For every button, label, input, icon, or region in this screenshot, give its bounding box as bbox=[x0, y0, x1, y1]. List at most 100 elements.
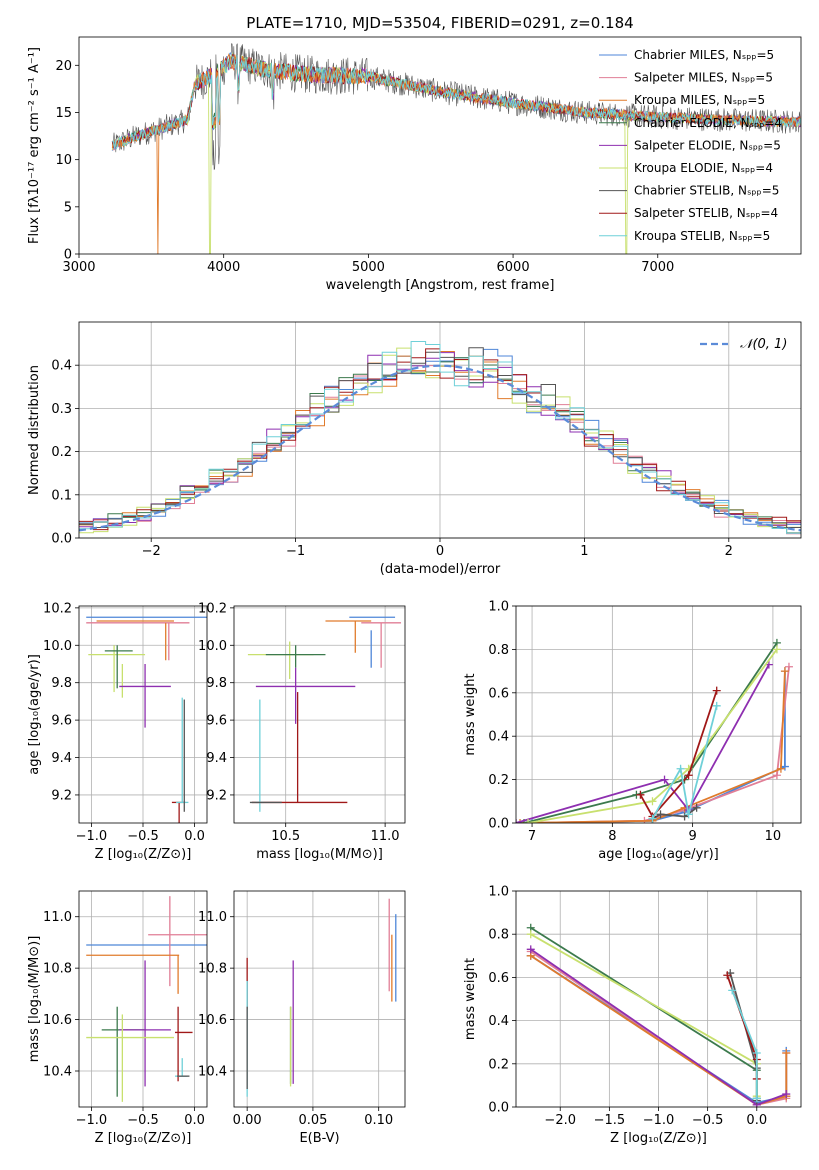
residuals-xlabel: (data-model)/error bbox=[380, 562, 501, 577]
spectrum-ylabel: Flux [fλ10⁻¹⁷ erg cm⁻² s⁻¹ A⁻¹] bbox=[27, 47, 42, 244]
mass-weight-vs-age-xtick-label: 9 bbox=[688, 829, 696, 844]
mass-weight-vs-age-ytick-label: 0.4 bbox=[488, 730, 509, 745]
mass-weight-vs-Z-xtick-label: −0.5 bbox=[692, 1113, 724, 1128]
mass-weight-vs-Z-ylabel: mass weight bbox=[463, 958, 478, 1040]
age-vs-mass-ytick-label: 9.6 bbox=[206, 714, 227, 729]
mass-weight-vs-Z-marker bbox=[782, 1090, 791, 1099]
mass-vs-Z-frame bbox=[78, 890, 208, 1108]
mass-weight-vs-age-panel: 7 8 9 10 0.0 0.2 0.4 0.6 0.8 1.0 age [log₁₀(age/yr… bbox=[463, 600, 802, 862]
residuals-panel: −2 −1 0 1 2 0.0 0.1 0.2 0.3 0.4 (data-model)/error… bbox=[27, 321, 802, 577]
mass-weight-vs-Z-panel: −2.0 −1.5 −1.0 −0.5 0.0 0.0 0.2 0.4 0.6 0.8 1.0 Z [… bbox=[463, 885, 802, 1146]
mass-weight-vs-Z-ytick-label: 0.6 bbox=[488, 971, 509, 986]
age-vs-Z-plot-area bbox=[86, 616, 207, 823]
residuals-ytick-label: 0.4 bbox=[51, 359, 72, 374]
spectrum-ytick-label: 15 bbox=[55, 106, 72, 121]
mass-vs-ebv-ytick-label: 11.0 bbox=[198, 910, 227, 925]
legend-entry-4: Chabrier ELODIE, Nₛₚₚ=4 bbox=[634, 116, 782, 130]
mass-vs-ebv-ytick-label: 10.4 bbox=[198, 1065, 227, 1080]
mass-vs-Z-xtick-label: −1.0 bbox=[76, 1113, 108, 1128]
mass-weight-vs-age-marker bbox=[524, 819, 533, 823]
residuals-frame bbox=[78, 321, 802, 539]
mass-weight-vs-age-marker bbox=[712, 701, 721, 710]
mass-weight-vs-age-marker bbox=[648, 797, 657, 806]
mass-vs-ebv-xtick-label: 0.10 bbox=[364, 1113, 393, 1128]
mass-weight-vs-age-marker bbox=[660, 775, 669, 784]
mass-weight-vs-Z-ytick-label: 0.8 bbox=[488, 928, 509, 943]
mass-weight-vs-age-ytick-label: 0.6 bbox=[488, 686, 509, 701]
mass-weight-vs-age-series-5 bbox=[516, 664, 770, 823]
mass-vs-Z-xtick-label: 0.0 bbox=[184, 1113, 205, 1128]
mass-weight-vs-age-series-2 bbox=[523, 666, 790, 823]
mass-weight-vs-age-marker bbox=[780, 667, 789, 676]
residuals-ylabel: Normed distribution bbox=[27, 365, 42, 495]
mass-vs-Z-xtick-label: −0.5 bbox=[127, 1113, 159, 1128]
mass-weight-vs-age-series-9 bbox=[651, 705, 718, 820]
legend-entry-1: Chabrier MILES, Nₛₚₚ=5 bbox=[634, 48, 774, 62]
mass-weight-vs-age-series-1 bbox=[532, 671, 786, 823]
residuals-plot-area bbox=[79, 341, 801, 535]
age-vs-mass-ytick-label: 9.2 bbox=[206, 788, 227, 803]
residuals-xtick-label: −2 bbox=[142, 544, 161, 559]
mass-weight-vs-age-marker bbox=[680, 812, 689, 821]
residuals-xtick-label: 0 bbox=[436, 544, 444, 559]
residuals-ytick-label: 0.2 bbox=[51, 445, 72, 460]
mass-weight-vs-Z-marker bbox=[752, 1094, 761, 1103]
mass-weight-vs-age-marker bbox=[712, 686, 721, 695]
age-vs-mass-plot-area bbox=[247, 616, 402, 812]
mass-weight-vs-age-marker bbox=[780, 762, 789, 771]
residuals-ytick-label: 0.0 bbox=[51, 532, 72, 547]
mass-weight-vs-Z-xtick-label: −1.0 bbox=[643, 1113, 675, 1128]
mass-weight-vs-Z-marker bbox=[782, 1049, 791, 1057]
residuals-xtick-label: 2 bbox=[725, 544, 733, 559]
mass-weight-vs-age-marker bbox=[656, 810, 665, 819]
mass-weight-vs-Z-xtick-label: 0.0 bbox=[746, 1113, 767, 1128]
age-vs-Z-xtick-label: −1.0 bbox=[76, 829, 108, 844]
mass-weight-vs-age-marker bbox=[772, 645, 781, 654]
legend-entry-5: Salpeter ELODIE, Nₛₚₚ=5 bbox=[634, 138, 781, 152]
mass-weight-vs-age-series-4 bbox=[523, 642, 778, 823]
mass-weight-vs-age-ytick-label: 0.0 bbox=[488, 817, 509, 832]
mass-weight-vs-Z-xtick-label: −2.0 bbox=[544, 1113, 576, 1128]
age-vs-mass-ytick-label: 9.8 bbox=[206, 676, 227, 691]
mass-weight-vs-Z-ytick-label: 1.0 bbox=[488, 885, 509, 900]
spectrum-xtick-label: 3000 bbox=[62, 260, 95, 275]
mass-weight-vs-age-marker bbox=[516, 819, 525, 823]
mass-weight-vs-Z-frame bbox=[515, 890, 802, 1108]
age-vs-Z-xlabel: Z [log₁₀(Z/Z⊙)] bbox=[95, 847, 192, 862]
mass-vs-Z-ylabel: mass [log₁₀(M/M⊙)] bbox=[27, 936, 42, 1063]
age-vs-Z-ytick-label: 10.2 bbox=[43, 601, 72, 616]
mass-vs-Z-ytick-label: 11.0 bbox=[43, 910, 72, 925]
mass-vs-ebv-panel: 0.00 0.05 0.10 10.4 10.6 10.8 11.0 E(B-V) bbox=[198, 890, 406, 1146]
spectrum-xtick-label: 7000 bbox=[641, 260, 674, 275]
mass-weight-vs-age-marker bbox=[776, 764, 785, 773]
mass-weight-vs-age-ylabel: mass weight bbox=[463, 673, 478, 755]
mass-weight-vs-Z-plot-area bbox=[526, 923, 791, 1107]
mass-weight-vs-Z-marker bbox=[723, 971, 732, 980]
legend-normal-label: 𝒩(0, 1) bbox=[740, 337, 787, 352]
age-vs-Z-ytick-label: 9.2 bbox=[51, 788, 72, 803]
age-vs-Z-frame bbox=[78, 605, 208, 824]
mass-weight-vs-Z-ytick-label: 0.4 bbox=[488, 1014, 509, 1029]
age-vs-mass-xtick-label: 11.0 bbox=[371, 829, 400, 844]
spectrum-ytick-label: 20 bbox=[55, 59, 72, 74]
mass-weight-vs-Z-marker bbox=[526, 945, 535, 954]
residuals-xtick-label: −1 bbox=[286, 544, 305, 559]
age-vs-Z-ytick-label: 10.0 bbox=[43, 639, 72, 654]
age-vs-mass-ytick-label: 10.0 bbox=[198, 639, 227, 654]
spectrum-xtick-label: 6000 bbox=[497, 260, 530, 275]
age-vs-Z-xtick-label: 0.0 bbox=[184, 829, 205, 844]
spectrum-ytick-label: 5 bbox=[64, 200, 72, 215]
age-vs-mass-xlabel: mass [log₁₀(M/M⊙)] bbox=[256, 847, 383, 862]
age-vs-Z-xtick-label: −0.5 bbox=[127, 829, 159, 844]
mass-weight-vs-Z-series-9 bbox=[731, 990, 758, 1099]
mass-vs-ebv-ytick-label: 10.6 bbox=[198, 1013, 227, 1028]
age-vs-mass-ytick-label: 9.4 bbox=[206, 751, 227, 766]
mass-vs-ebv-xtick-label: 0.00 bbox=[233, 1113, 262, 1128]
age-vs-mass-frame bbox=[233, 605, 406, 824]
spectrum-frame bbox=[78, 36, 802, 255]
mass-vs-ebv-xlabel: E(B-V) bbox=[299, 1131, 339, 1146]
normal-curve bbox=[79, 364, 801, 532]
legend-entry-7: Chabrier STELIB, Nₛₚₚ=5 bbox=[634, 184, 779, 198]
mass-weight-vs-age-marker bbox=[676, 764, 685, 773]
